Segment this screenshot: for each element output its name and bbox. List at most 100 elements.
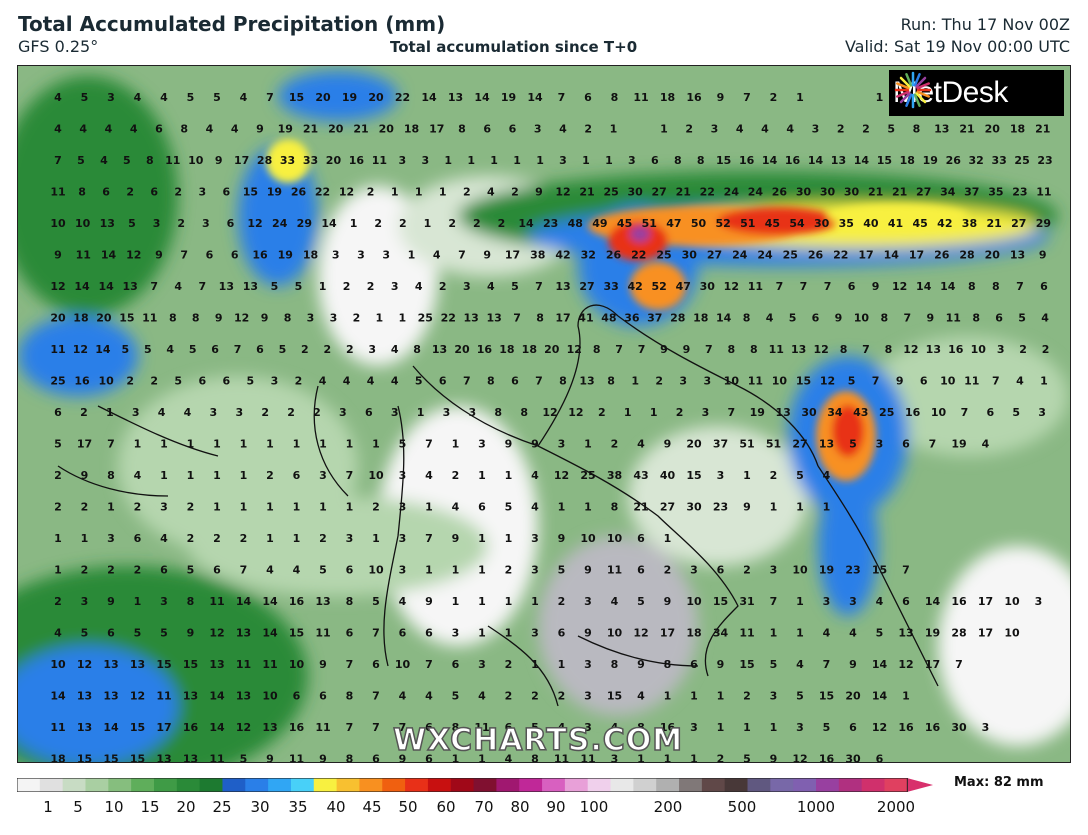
grid-value: 22 (631, 249, 646, 262)
grid-value: 5 (295, 280, 303, 293)
scale-tick-label: 2000 (876, 798, 916, 816)
grid-value: 6 (483, 123, 491, 136)
grid-value: 8 (968, 280, 976, 293)
grid-value: 9 (81, 469, 89, 482)
grid-value: 42 (937, 217, 952, 230)
grid-value: 4 (54, 91, 62, 104)
grid-value: 1 (439, 186, 447, 199)
grid-value: 2 (319, 532, 327, 545)
grid-value: 8 (520, 406, 528, 419)
grid-value: 8 (187, 595, 195, 608)
grid-value: 3 (399, 532, 407, 545)
grid-value: 5 (134, 627, 142, 640)
grid-value: 2 (324, 343, 332, 356)
grid-value: 15 (289, 627, 304, 640)
grid-value: 17 (978, 627, 993, 640)
grid-value: 12 (898, 658, 913, 671)
scale-tick-label: 200 (653, 798, 683, 816)
grid-value: 8 (611, 91, 619, 104)
grid-value: 19 (342, 91, 357, 104)
grid-value: 3 (770, 690, 778, 703)
grid-value: 3 (478, 438, 486, 451)
grid-value: 1 (478, 753, 486, 764)
grid-value: 4 (206, 123, 214, 136)
precipitation-map[interactable]: 4 5 3 4 4 5 5 4 7 15 20 19 20 22 14 13 14 19 14 7 6 8 11 18 16 9 7… (17, 65, 1071, 763)
grid-value: 9 (215, 154, 223, 167)
grid-value: 7 (862, 343, 870, 356)
grid-value: 13 (122, 280, 137, 293)
grid-value: 2 (452, 469, 460, 482)
run-label: Run: Thu 17 Nov 00Z (900, 15, 1070, 34)
grid-value: 27 (1011, 217, 1026, 230)
grid-value: 7 (372, 721, 380, 734)
grid-value: 12 (568, 406, 583, 419)
scale-swatch (770, 778, 794, 792)
grid-value: 3 (463, 280, 471, 293)
grid-value: 2 (81, 564, 89, 577)
grid-value: 14 (421, 91, 437, 104)
grid-value: 25 (603, 186, 618, 199)
grid-value: 15 (289, 91, 304, 104)
grid-value: 13 (236, 690, 251, 703)
grid-value: 21 (959, 123, 974, 136)
grid-value: 42 (555, 249, 570, 262)
grid-value: 1 (54, 532, 62, 545)
grid-value: 8 (840, 343, 848, 356)
grid-value: 35 (839, 217, 854, 230)
grid-value: 2 (367, 186, 375, 199)
grid-value: 5 (789, 312, 797, 325)
grid-value: 1 (478, 469, 486, 482)
grid-value: 13 (103, 690, 118, 703)
grid-value: 12 (813, 343, 828, 356)
grid-value: 15 (607, 690, 622, 703)
grid-value: 4 (433, 249, 441, 262)
grid-value: 2 (770, 469, 778, 482)
grid-value: 7 (180, 249, 188, 262)
grid-value: 28 (959, 249, 974, 262)
grid-value: 24 (757, 249, 773, 262)
grid-value: 48 (568, 217, 583, 230)
grid-value: 12 (234, 312, 249, 325)
grid-value: 15 (877, 154, 892, 167)
grid-value: 3 (210, 406, 218, 419)
grid-value: 8 (611, 501, 619, 514)
grid-value: 11 (209, 595, 224, 608)
grid-value: 10 (772, 375, 788, 388)
grid-value: 6 (920, 375, 928, 388)
grid-value: 3 (330, 312, 338, 325)
grid-value: 38 (962, 217, 977, 230)
grid-value: 1 (876, 91, 884, 104)
grid-value: 11 (315, 721, 330, 734)
grid-value: 10 (724, 375, 740, 388)
grid-value: 2 (126, 375, 134, 388)
grid-value: 6 (986, 406, 994, 419)
grid-value: 5 (887, 123, 895, 136)
grid-value: 14 (940, 280, 956, 293)
grid-value: 13 (464, 312, 479, 325)
grid-value: 17 (660, 627, 675, 640)
scale-swatch (153, 778, 178, 792)
grid-value: 8 (972, 312, 980, 325)
grid-value: 10 (686, 595, 702, 608)
grid-value: 8 (750, 343, 758, 356)
grid-value: 11 (315, 627, 330, 640)
grid-value: 1 (452, 595, 460, 608)
grid-value: 50 (691, 217, 707, 230)
grid-value: 3 (584, 658, 592, 671)
grid-value: 3 (531, 564, 539, 577)
grid-value: 3 (1038, 406, 1046, 419)
grid-value: 13 (103, 658, 118, 671)
grid-value: 10 (75, 217, 91, 230)
grid-value: 9 (1039, 249, 1047, 262)
scale-swatch (542, 778, 566, 792)
scale-swatch (656, 778, 680, 792)
grid-value: 7 (346, 658, 354, 671)
grid-value: 6 (439, 375, 447, 388)
grid-value: 13 (775, 406, 790, 419)
grid-value: 12 (209, 627, 224, 640)
grid-value: 14 (209, 690, 225, 703)
grid-value: 2 (134, 564, 142, 577)
grid-value: 3 (796, 721, 804, 734)
grid-value: 14 (321, 217, 337, 230)
grid-value: 14 (236, 595, 252, 608)
